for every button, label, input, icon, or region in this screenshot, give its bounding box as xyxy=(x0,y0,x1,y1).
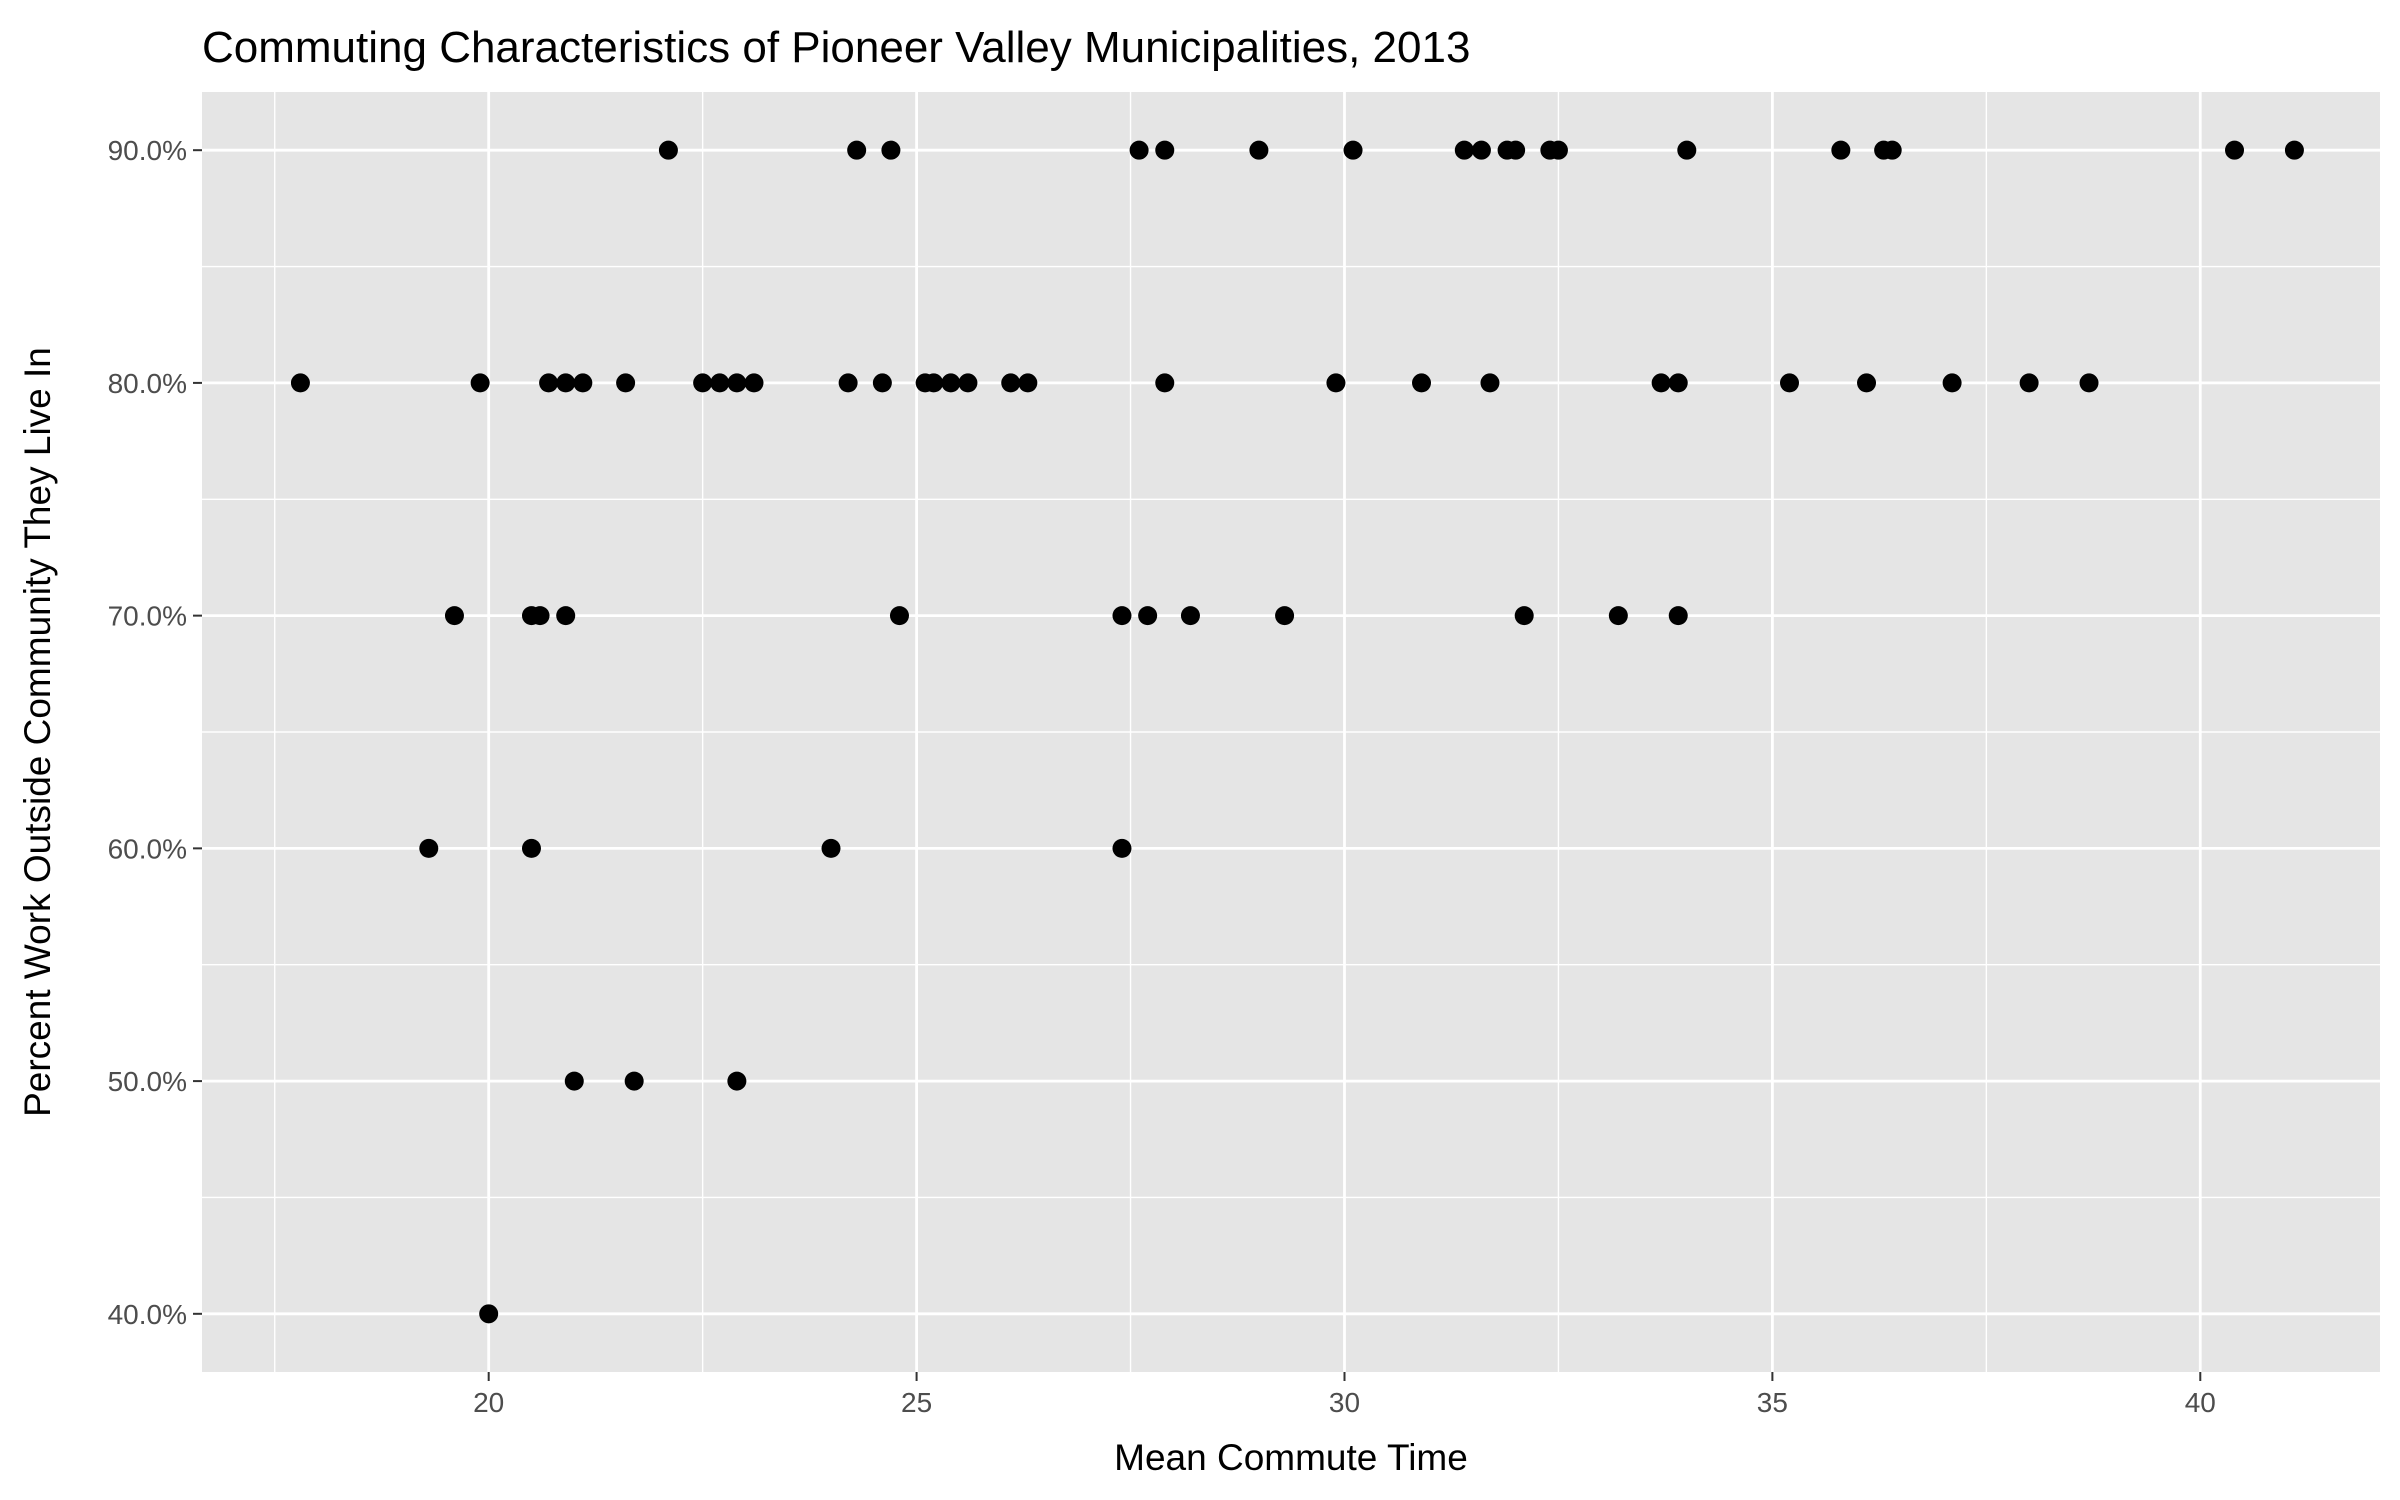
x-tick-label: 30 xyxy=(1329,1387,1360,1418)
data-point xyxy=(710,373,730,393)
y-axis-title: Percent Work Outside Community They Live… xyxy=(17,347,58,1117)
data-point xyxy=(1548,140,1568,160)
data-point xyxy=(1454,140,1474,160)
data-point xyxy=(1942,373,1962,393)
data-point xyxy=(290,373,310,393)
data-point xyxy=(1831,140,1851,160)
y-tick-label: 90.0% xyxy=(108,135,187,166)
data-point xyxy=(564,1071,584,1091)
x-axis-title: Mean Commute Time xyxy=(1114,1437,1468,1478)
data-point xyxy=(1651,373,1671,393)
data-point xyxy=(1471,140,1491,160)
data-point xyxy=(1112,606,1132,626)
data-point xyxy=(727,1071,747,1091)
y-tick-label: 40.0% xyxy=(108,1299,187,1330)
data-point xyxy=(479,1304,499,1324)
data-point xyxy=(1412,373,1432,393)
data-point xyxy=(530,606,550,626)
x-tick-label: 25 xyxy=(901,1387,932,1418)
data-point xyxy=(889,606,909,626)
data-point xyxy=(539,373,559,393)
data-point xyxy=(1882,140,1902,160)
data-point xyxy=(838,373,858,393)
data-point xyxy=(1138,606,1158,626)
y-tick-label: 50.0% xyxy=(108,1066,187,1097)
x-axis: 20 25 30 35 40 xyxy=(473,1372,2216,1418)
data-point xyxy=(1326,373,1346,393)
y-tick-label: 70.0% xyxy=(108,601,187,632)
data-point xyxy=(1668,606,1688,626)
chart-title: Commuting Characteristics of Pioneer Val… xyxy=(202,23,1470,72)
data-point xyxy=(624,1071,644,1091)
data-point xyxy=(556,373,576,393)
data-point xyxy=(2284,140,2304,160)
x-tick-label: 40 xyxy=(2185,1387,2216,1418)
x-tick-label: 35 xyxy=(1757,1387,1788,1418)
data-point xyxy=(419,838,439,858)
data-point xyxy=(1275,606,1295,626)
data-point xyxy=(1480,373,1500,393)
data-point xyxy=(1112,838,1132,858)
data-point xyxy=(616,373,636,393)
data-point xyxy=(1180,606,1200,626)
y-tick-label: 60.0% xyxy=(108,833,187,864)
data-point xyxy=(1001,373,1021,393)
data-point xyxy=(2019,373,2039,393)
data-point xyxy=(941,373,961,393)
data-point xyxy=(821,838,841,858)
data-point xyxy=(573,373,593,393)
data-point xyxy=(2079,373,2099,393)
x-tick-label: 20 xyxy=(473,1387,504,1418)
data-point xyxy=(1514,606,1534,626)
data-point xyxy=(1506,140,1526,160)
data-point xyxy=(1155,140,1175,160)
y-axis: 40.0% 50.0% 60.0% 70.0% 80.0% 90.0% xyxy=(108,135,202,1330)
data-point xyxy=(1129,140,1149,160)
data-point xyxy=(444,606,464,626)
data-point xyxy=(556,606,576,626)
data-point xyxy=(1857,373,1877,393)
data-point xyxy=(1608,606,1628,626)
data-point xyxy=(744,373,764,393)
data-point xyxy=(727,373,747,393)
data-point xyxy=(1249,140,1269,160)
grid-lines xyxy=(202,92,2380,1372)
data-point xyxy=(521,838,541,858)
data-point xyxy=(958,373,978,393)
data-point xyxy=(1677,140,1697,160)
data-point xyxy=(1780,373,1800,393)
data-point xyxy=(881,140,901,160)
data-point xyxy=(693,373,713,393)
y-tick-label: 80.0% xyxy=(108,368,187,399)
data-point xyxy=(658,140,678,160)
data-point xyxy=(924,373,944,393)
data-point xyxy=(1343,140,1363,160)
data-point xyxy=(470,373,490,393)
data-point xyxy=(847,140,867,160)
data-point xyxy=(1018,373,1038,393)
data-point xyxy=(872,373,892,393)
data-point xyxy=(1668,373,1688,393)
data-point xyxy=(1155,373,1175,393)
data-points xyxy=(290,140,2304,1324)
data-point xyxy=(2225,140,2245,160)
